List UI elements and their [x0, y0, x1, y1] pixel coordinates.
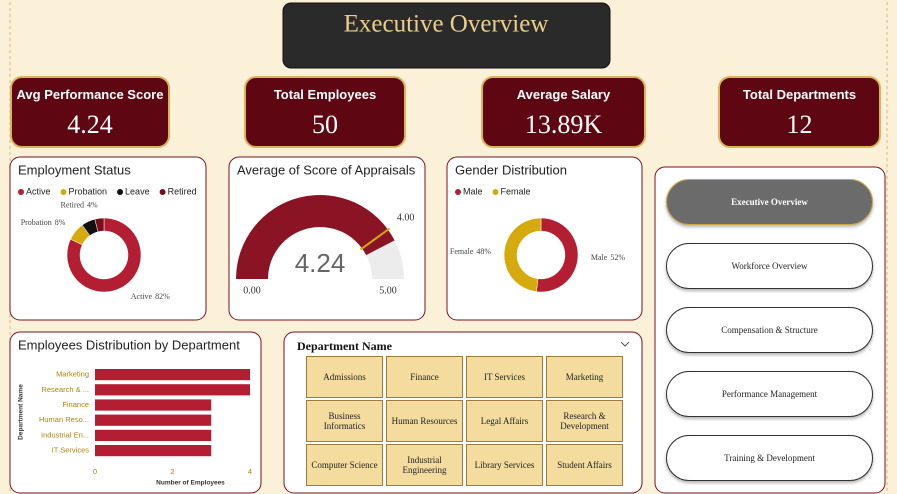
slicer-item[interactable]: IT Services — [466, 356, 543, 398]
pie-slice — [94, 217, 105, 233]
kpi-card: Total Employees 50 — [244, 76, 406, 148]
slicer-item[interactable]: Marketing — [546, 356, 623, 398]
panel — [446, 156, 643, 321]
nav-button[interactable]: Training & Development — [666, 435, 873, 481]
bar — [95, 445, 212, 457]
kpi-card: Total Departments 12 — [718, 76, 881, 148]
y-tick-label: Human Reso... — [39, 415, 89, 424]
data-label-value: 82% — [155, 292, 170, 301]
data-label-name: Probation — [21, 218, 52, 227]
legend-marker — [117, 189, 124, 195]
kpi-title: Average Salary — [516, 87, 611, 102]
y-tick-label: Research & ... — [41, 385, 89, 394]
kpi-value: 12 — [786, 110, 813, 139]
chart-title: Employees Distribution by Department — [18, 337, 240, 352]
pie-slice — [503, 217, 542, 292]
bar — [95, 429, 212, 441]
x-tick-label: 2 — [170, 467, 174, 476]
kpi-value: 4.24 — [67, 110, 113, 139]
kpi-title: Total Employees — [273, 87, 377, 102]
legend-label: Male — [463, 186, 483, 196]
panel — [9, 156, 207, 321]
slicer-item[interactable]: Computer Science — [306, 444, 383, 486]
bar — [95, 384, 250, 396]
kpi-value: 50 — [312, 110, 338, 139]
data-label-name: Female — [450, 247, 474, 256]
slicer-item[interactable]: Library Services — [466, 444, 543, 486]
y-tick-label: IT Services — [52, 446, 90, 455]
nav-button[interactable]: Workforce Overview — [666, 243, 873, 289]
slicer-item[interactable]: Human Resources — [386, 400, 463, 442]
data-label: Retired 4% — [61, 200, 99, 209]
data-label: Active 82% — [131, 292, 170, 301]
chart-title: Gender Distribution — [455, 162, 567, 177]
data-label-value: 48% — [476, 247, 491, 256]
slicer-item[interactable]: Student Affairs — [546, 444, 623, 486]
x-tick-label: 4 — [248, 467, 252, 476]
data-label: Probation 8% — [21, 218, 66, 227]
legend-label: Retired — [168, 186, 197, 196]
chart-title: Average of Score of Appraisals — [237, 162, 416, 177]
gauge-center: 4.24 — [295, 248, 346, 278]
x-axis-title: Number of Employees — [156, 480, 225, 487]
page-title: Executive Overview — [344, 11, 549, 38]
panel — [9, 331, 262, 494]
nav-button[interactable]: Performance Management — [666, 371, 873, 417]
legend-label: Active — [26, 186, 51, 196]
legend-label: Leave — [125, 186, 150, 196]
legend-marker — [455, 189, 461, 195]
y-tick-label: Marketing — [56, 370, 89, 379]
kpi-title: Avg Performance Score — [16, 87, 164, 102]
data-label-name: Active — [131, 292, 153, 301]
title-box — [282, 2, 611, 69]
gauge-tick: 5.00 — [379, 285, 397, 296]
legend-marker — [492, 189, 499, 195]
gauge-target — [359, 227, 391, 251]
slicer-item[interactable]: Research & Development — [546, 400, 623, 442]
legend-label: Probation — [69, 186, 108, 196]
bar — [95, 369, 250, 381]
data-label-name: Male — [591, 253, 608, 262]
nav-button[interactable]: Compensation & Structure — [666, 307, 873, 353]
slicer-item[interactable]: Legal Affairs — [466, 400, 543, 442]
data-label: Female 48% — [450, 247, 492, 256]
data-label-value: 4% — [87, 200, 98, 209]
legend-marker — [159, 189, 166, 195]
slicer-item[interactable]: Admissions — [306, 356, 383, 398]
data-label-name: Retired — [61, 200, 85, 209]
slicer-item[interactable]: Business Informatics — [306, 400, 383, 442]
chevron[interactable] — [620, 341, 630, 347]
y-tick-label: Finance — [62, 400, 89, 409]
kpi-value: 13.89K — [524, 110, 603, 139]
bar — [95, 414, 212, 426]
data-label-value: 8% — [55, 218, 66, 227]
x-tick-label: 0 — [93, 467, 97, 476]
bar — [95, 399, 212, 411]
slicer-item[interactable]: Finance — [386, 356, 463, 398]
kpi-card: Average Salary 13.89K — [481, 76, 646, 148]
slicer-item[interactable]: Industrial Engineering — [386, 444, 463, 486]
legend-marker — [60, 189, 67, 195]
kpi-title: Total Departments — [742, 87, 857, 102]
data-label-value: 52% — [610, 253, 625, 262]
target-label: 4.00 — [397, 213, 415, 224]
pie-slice — [66, 217, 142, 293]
legend-label: Female — [501, 186, 531, 196]
gauge-tick: 0.00 — [243, 285, 261, 296]
kpi-card: Avg Performance Score 4.24 — [10, 76, 170, 148]
gauge-value — [236, 194, 395, 279]
nav-button[interactable]: Executive Overview — [666, 179, 873, 225]
legend-marker — [18, 189, 24, 195]
y-tick-label: Industrial En... — [41, 430, 89, 439]
slicer-title: Department Name — [297, 339, 393, 353]
chart-title: Employment Status — [18, 162, 131, 177]
data-label: Male 52% — [591, 253, 625, 262]
panel — [228, 156, 426, 321]
y-axis-title: Department Name — [18, 384, 25, 440]
